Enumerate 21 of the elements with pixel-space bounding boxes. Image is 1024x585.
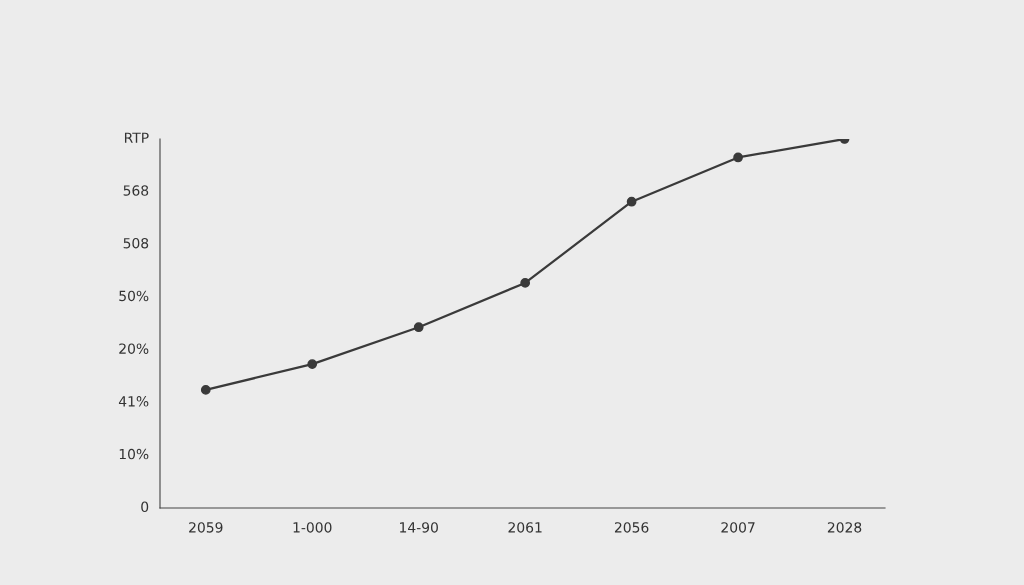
point bbox=[733, 152, 743, 163]
point bbox=[626, 196, 637, 207]
x-tick-label: 2061 bbox=[508, 522, 542, 533]
text: 41% bbox=[118, 396, 149, 407]
text: RTP bbox=[124, 132, 149, 143]
x-tick-label: 2059 bbox=[189, 522, 223, 533]
text: 20% bbox=[119, 343, 149, 354]
x-tick-label: 14-90 bbox=[400, 522, 438, 533]
point bbox=[307, 359, 318, 369]
text: 508 bbox=[123, 237, 149, 249]
x-tick-label: 2056 bbox=[614, 522, 649, 533]
text: 10% bbox=[119, 448, 149, 460]
text: 50% bbox=[119, 290, 149, 302]
x-tick-label: 2028 bbox=[827, 522, 862, 533]
text: 0 bbox=[141, 501, 149, 513]
point bbox=[200, 385, 211, 395]
point bbox=[413, 322, 424, 333]
point bbox=[520, 278, 531, 288]
x-tick-label: 2007 bbox=[721, 522, 755, 533]
text: 568 bbox=[123, 185, 149, 196]
x-tick-label: 1-000 bbox=[293, 522, 332, 533]
